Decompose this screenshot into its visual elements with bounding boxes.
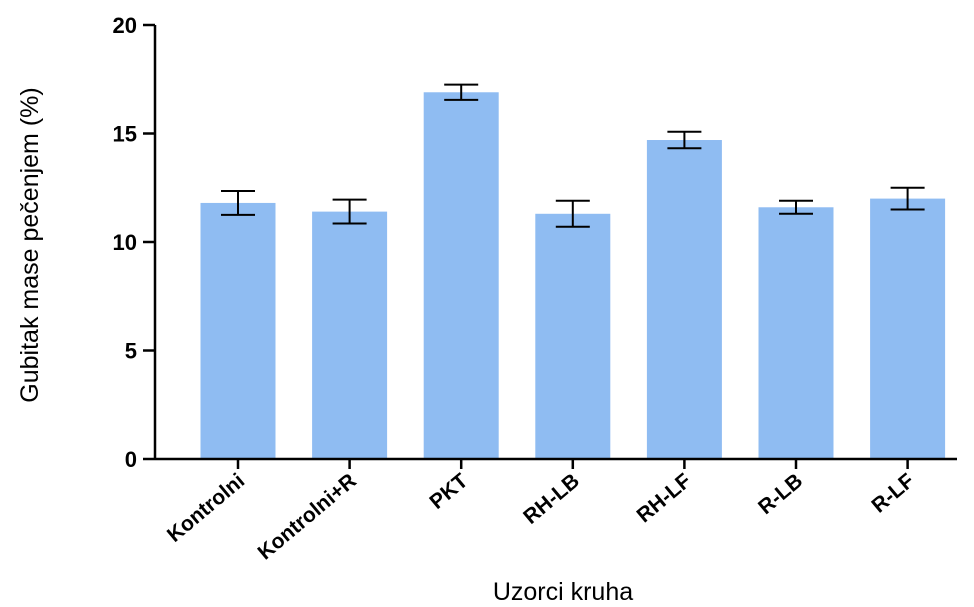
bar-r-lb [758,207,834,459]
error-bars-group [221,83,925,228]
bar-rh-lb [535,213,611,459]
x-tick-label: PKT [425,469,472,514]
x-tick-label: Kontrolni [163,469,249,547]
error-bar [779,199,813,215]
error-bar [444,83,479,101]
y-tick-label: 5 [125,339,137,364]
x-tick-label: RH-LF [633,469,696,527]
error-bar [667,130,702,150]
x-tick-label: Kontrolni+R [254,469,361,564]
bar-rh-lf [646,140,722,459]
error-bar [332,198,367,225]
y-axis-title: Gubitak mase pečenjem (%) [16,87,44,402]
x-axis: Kontrolni Kontrolni+R PKT RH-LB RH-LF R-LB R-L… [155,457,957,564]
error-bar [555,199,590,228]
error-bar [221,190,255,216]
bar-pkt [423,92,499,460]
bar-kontrolni-r [312,211,388,459]
y-tick-label: 20 [113,13,137,38]
y-tick-label: 15 [113,122,137,147]
bar-kontrolni [200,202,276,459]
bar-r-lf [870,198,946,459]
x-tick-label: R-LF [867,469,919,517]
x-tick-label: R-LB [754,469,807,519]
y-tick-label: 0 [125,447,137,472]
x-axis-title: Uzorci kruha [493,578,633,606]
y-tick-label: 10 [113,230,137,255]
x-tick-label: RH-LB [519,469,584,529]
bars-group [200,92,946,460]
y-axis: 0 5 10 15 20 [113,13,157,472]
error-bar [890,186,925,211]
